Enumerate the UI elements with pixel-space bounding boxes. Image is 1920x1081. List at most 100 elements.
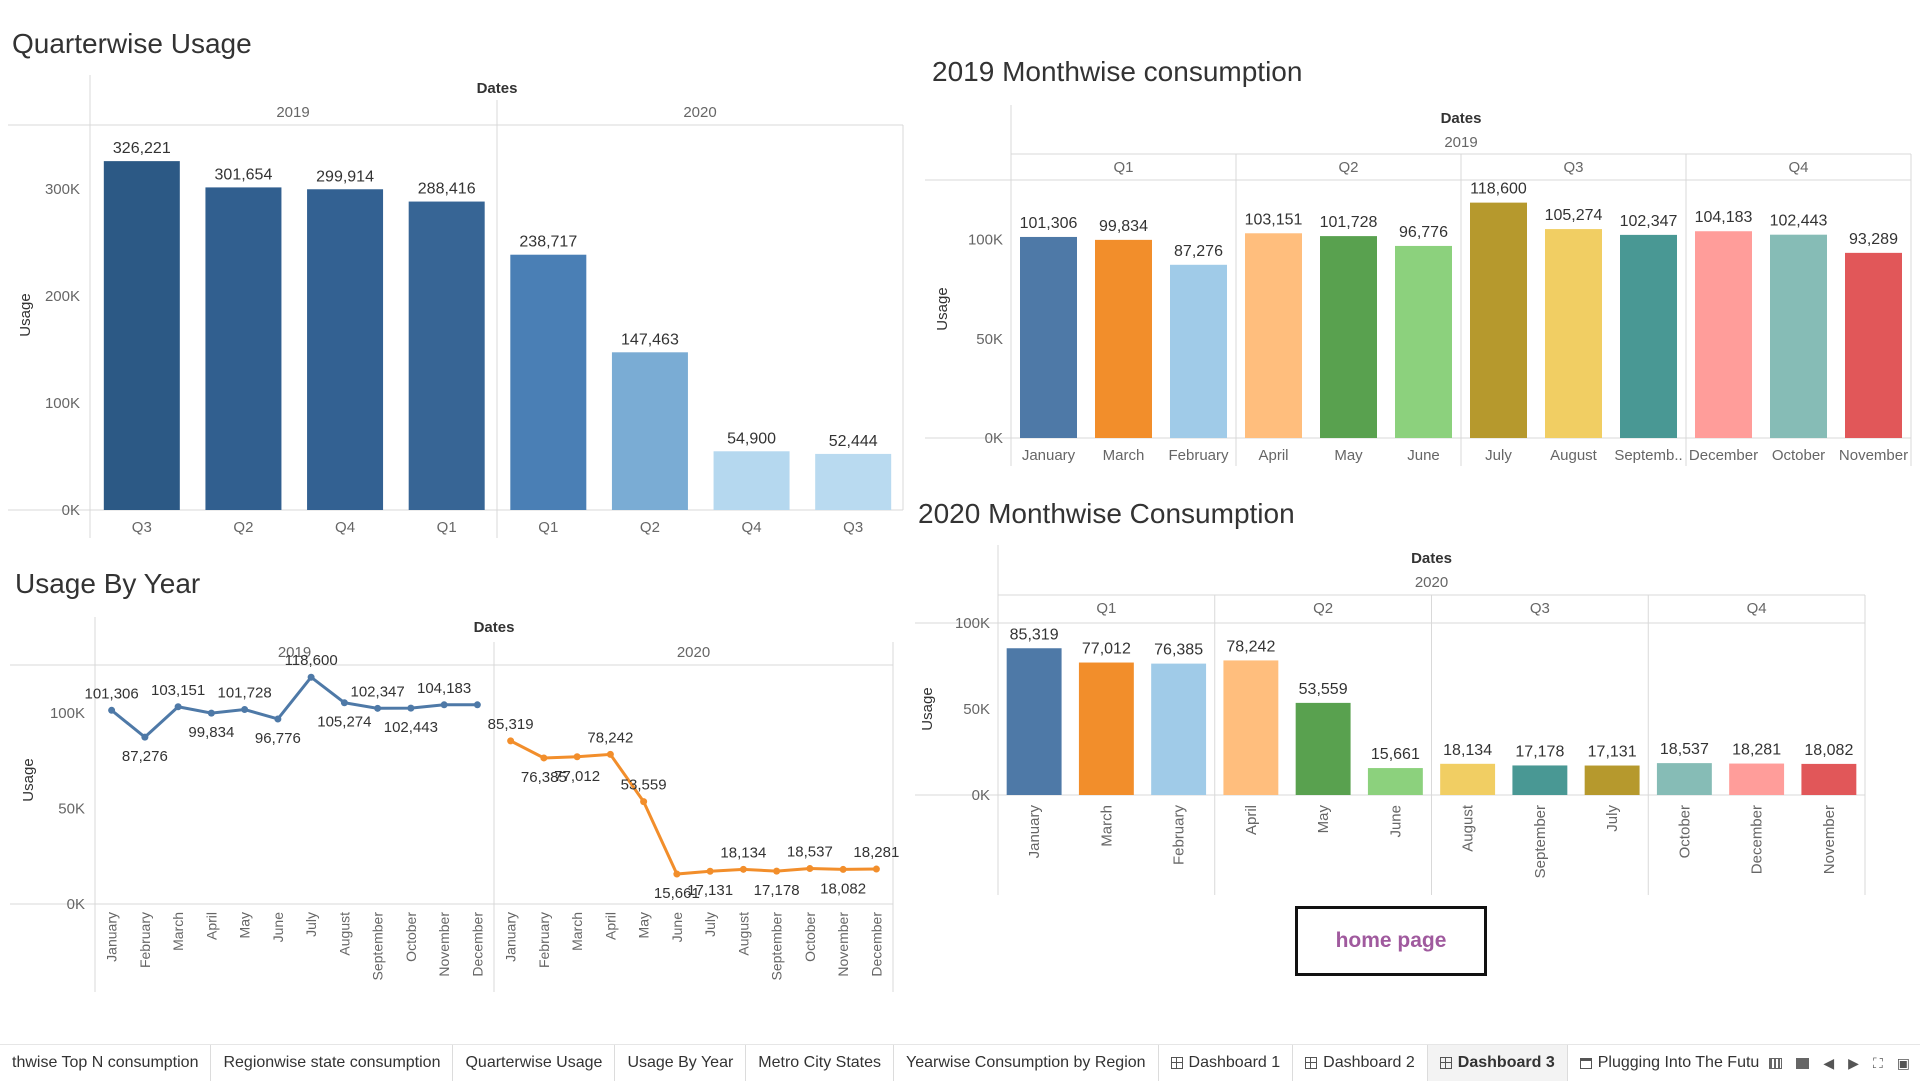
x-tick-label: April xyxy=(1258,447,1288,464)
bar-january xyxy=(1020,236,1077,438)
quarter-label-q1: Q1 xyxy=(1096,600,1116,617)
x-tick-label: April xyxy=(203,912,219,940)
x-tick-label: August xyxy=(336,912,352,956)
point-value-label: 53,559 xyxy=(621,777,667,794)
bar-value-label: 238,717 xyxy=(519,234,577,251)
bar-value-label: 93,289 xyxy=(1849,231,1898,248)
quarter-label-q3: Q3 xyxy=(1530,600,1550,617)
data-point xyxy=(108,706,116,714)
data-point xyxy=(307,673,315,681)
dashboard-icon xyxy=(1439,1057,1452,1069)
bar-june xyxy=(1395,245,1452,438)
sheet-tab-regionwise-state-consumption[interactable]: Regionwise state consumption xyxy=(211,1045,454,1081)
data-point xyxy=(706,867,714,875)
quarterwise-title: Quarterwise Usage xyxy=(12,28,252,59)
data-point xyxy=(540,754,548,762)
point-value-label: 101,306 xyxy=(85,685,139,702)
x-tick-label: April xyxy=(602,912,618,940)
point-value-label: 17,131 xyxy=(687,882,733,899)
y-tick-label: 0K xyxy=(972,787,990,804)
header-field-label: Dates xyxy=(1411,550,1452,567)
data-point xyxy=(274,715,282,723)
bar-2020-q2 xyxy=(611,352,688,510)
bar-value-label: 326,221 xyxy=(113,140,171,157)
home-page-button[interactable]: home page xyxy=(1295,906,1487,976)
bar-october xyxy=(1770,234,1827,438)
point-value-label: 18,537 xyxy=(787,844,833,861)
point-value-label: 96,776 xyxy=(255,730,301,747)
x-tick-label: January xyxy=(104,912,120,962)
point-value-label: 85,319 xyxy=(488,716,534,733)
sheet-tab-thwise-top-n-consumption[interactable]: thwise Top N consumption xyxy=(0,1045,212,1081)
x-tick-label: December xyxy=(469,912,485,977)
show-tabs-icon[interactable] xyxy=(1796,1057,1810,1069)
presentation-mode-icon[interactable]: ▣ xyxy=(1896,1054,1910,1071)
data-point xyxy=(507,737,515,745)
sheet-tab-usage-by-year[interactable]: Usage By Year xyxy=(615,1045,747,1081)
sheet-tab-label: Quarterwise Usage xyxy=(465,1054,603,1071)
sheet-tab-quarterwise-usage[interactable]: Quarterwise Usage xyxy=(453,1045,616,1081)
point-value-label: 18,281 xyxy=(853,844,899,861)
y-tick-label: 50K xyxy=(976,331,1003,348)
fit-view-icon[interactable]: ⛶ xyxy=(1872,1054,1883,1071)
sheet-tab-dashboard-3[interactable]: Dashboard 3 xyxy=(1427,1045,1568,1081)
sheet-tab-metro-city-states[interactable]: Metro City States xyxy=(746,1045,894,1081)
show-filmstrip-icon[interactable] xyxy=(1769,1057,1783,1069)
dashboard-icon xyxy=(1170,1057,1183,1069)
bar-value-label: 301,654 xyxy=(215,166,273,183)
bar-value-label: 18,082 xyxy=(1804,742,1853,759)
x-tick-label: February xyxy=(536,912,552,968)
point-value-label: 17,178 xyxy=(754,882,800,899)
sheet-tab-label: Regionwise state consumption xyxy=(223,1054,441,1071)
month2019-chart[interactable]: Dates 2019 0K 50K 100K Usage Q1 101,306 January 9… xyxy=(925,100,1920,470)
quarterwise-usage-chart[interactable]: Dates 2019 2020 0K 100K 200K 300K Usage 326,221 Q… xyxy=(0,70,910,540)
x-tick-label: Q1 xyxy=(437,519,457,536)
point-value-label: 102,443 xyxy=(384,719,438,736)
point-value-label: 105,274 xyxy=(317,714,371,731)
y-tick-label: 100K xyxy=(50,705,85,722)
x-tick-label: February xyxy=(137,912,153,968)
month2020-chart[interactable]: Dates 2020 0K 50K 100K Usage Q1 85,319 January 77… xyxy=(910,540,1920,900)
bar-value-label: 18,537 xyxy=(1660,741,1709,758)
sheet-tab-yearwise-consumption-by-region[interactable]: Yearwise Consumption by Region xyxy=(894,1045,1159,1081)
point-value-label: 77,012 xyxy=(554,768,600,785)
x-tick-label: May xyxy=(636,912,652,938)
data-point xyxy=(739,865,747,873)
bar-value-label: 118,600 xyxy=(1470,181,1527,198)
sheet-tab-dashboard-2[interactable]: Dashboard 2 xyxy=(1293,1045,1428,1081)
point-value-label: 101,728 xyxy=(218,684,272,701)
x-tick-label: March xyxy=(1103,447,1145,464)
point-value-label: 87,276 xyxy=(122,748,168,765)
x-tick-label: April xyxy=(1243,805,1260,835)
data-point xyxy=(407,704,415,712)
first-sheet-icon[interactable]: ◀ xyxy=(1823,1054,1835,1071)
y-axis-label: Usage xyxy=(17,293,34,336)
bar-2019-q4 xyxy=(307,189,384,510)
data-point xyxy=(141,733,149,741)
year-label-2019: 2019 xyxy=(278,644,311,661)
bar-october xyxy=(1656,763,1712,795)
sheet-tab-label: Usage By Year xyxy=(627,1054,734,1071)
usage-by-year-chart[interactable]: Dates 0K 50K 100K Usage 2019 101,306 January 87,… xyxy=(0,612,905,1002)
data-point xyxy=(773,867,781,875)
x-tick-label: August xyxy=(1550,447,1598,464)
bar-january xyxy=(1006,648,1062,795)
x-tick-label: December xyxy=(1689,447,1758,464)
bar-march xyxy=(1078,662,1134,795)
x-tick-label: August xyxy=(735,912,751,956)
header-field-label: Dates xyxy=(474,619,515,636)
next-sheet-icon[interactable]: ▶ xyxy=(1848,1054,1859,1071)
y-tick-label: 0K xyxy=(62,502,80,519)
month2020-title: 2020 Monthwise Consumption xyxy=(918,498,1295,529)
sheet-tab-dashboard-1[interactable]: Dashboard 1 xyxy=(1159,1045,1294,1081)
point-value-label: 76,385 xyxy=(521,769,567,786)
point-value-label: 99,834 xyxy=(188,724,234,741)
x-tick-label: September xyxy=(769,912,785,981)
header-field-label: Dates xyxy=(1441,110,1482,127)
year-label-2019: 2019 xyxy=(276,104,309,121)
bar-february xyxy=(1170,264,1227,438)
bar-july xyxy=(1470,202,1527,438)
bar-2019-q3 xyxy=(103,161,180,510)
y-tick-label: 100K xyxy=(45,395,80,412)
x-tick-label: October xyxy=(802,912,818,962)
